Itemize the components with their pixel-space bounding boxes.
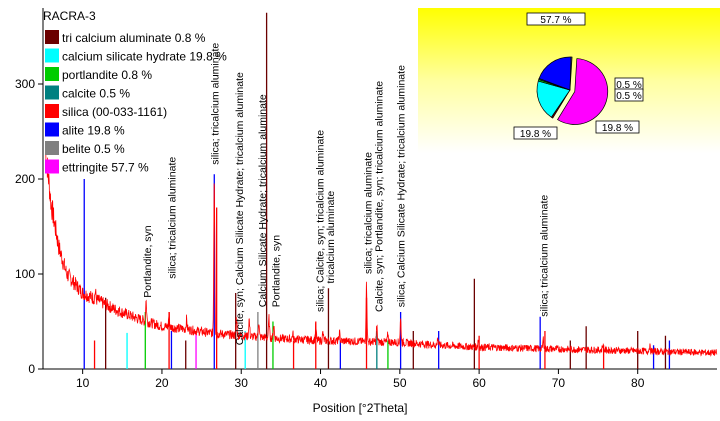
diffraction-pattern <box>45 145 718 357</box>
pie-slice <box>557 58 609 125</box>
x-tick-label: 60 <box>472 376 486 390</box>
legend-label: calcium silicate hydrate 19.8 % <box>62 50 227 64</box>
x-tick-label: 40 <box>314 376 328 390</box>
pie-label: 19.8 % <box>520 129 551 140</box>
pie-slice <box>569 56 573 91</box>
x-tick-label: 80 <box>631 376 645 390</box>
peak-annotation: Calcite, syn; Calcium Silicate Hydrate; … <box>234 72 246 345</box>
y-tick-label: 100 <box>15 267 35 281</box>
legend-label: portlandite 0.8 % <box>62 68 152 82</box>
chart-title: RACRA-3 <box>43 9 96 23</box>
pie-slice <box>538 56 572 91</box>
legend-label: ettringite 57.7 % <box>62 161 149 175</box>
legend-swatch <box>45 48 59 63</box>
legend-label: belite 0.5 % <box>62 142 125 156</box>
peak-annotation: silica; Calcium Silicate Hydrate; trical… <box>396 65 408 307</box>
phase-pie-chart: 57.7 % 0.5 %0.5 % 19.8 % 19.8 % <box>513 12 644 140</box>
pie-label-box <box>614 88 644 102</box>
legend-swatch <box>45 85 59 100</box>
legend-label: silica (00-033-1161) <box>62 105 167 119</box>
x-tick-label: 50 <box>393 376 407 390</box>
legend-label: tri calcium aluminate 0.8 % <box>62 31 206 45</box>
pie-label-box <box>513 126 558 140</box>
pie-label: 0.5 % <box>616 91 642 102</box>
peak-annotation: silica; tricalcium aluminate <box>209 43 221 165</box>
legend-swatch <box>45 104 59 118</box>
peak-annotation: tricalcium aluminate <box>325 191 337 284</box>
peak-annotation: silica; tricalcium aluminate <box>166 157 178 279</box>
x-tick-label: 30 <box>235 376 249 390</box>
peak-annotation: silica; Calcite, syn; tricalcium alumina… <box>315 130 327 312</box>
x-tick-label: 10 <box>76 376 90 390</box>
legend: tri calcium aluminate 0.8 % calcium silic… <box>45 30 227 175</box>
pie-label: 57.7 % <box>540 15 571 26</box>
legend-swatch <box>45 141 59 155</box>
pattern-line <box>45 145 718 357</box>
pie-label-box <box>595 120 640 134</box>
peak-annotation: silica; tricalcium aluminate <box>538 195 550 317</box>
y-tick-label: 200 <box>15 172 35 186</box>
peak-annotation: Portlandite, syn <box>270 235 282 308</box>
legend-label: calcite 0.5 % <box>62 87 130 101</box>
y-tick-label: 300 <box>15 77 35 91</box>
legend-swatch <box>45 30 59 44</box>
peak-annotation: Portlandite, syn <box>142 225 154 298</box>
pie-label: 0.5 % <box>616 80 642 91</box>
legend-swatch <box>45 159 59 174</box>
y-tick-label: 0 <box>28 362 35 376</box>
peak-annotation: Calcite, syn; Portlandite, syn; tricalci… <box>373 81 385 312</box>
peak-annotation: silica; tricalcium aluminate <box>362 152 374 274</box>
legend-label: alite 19.8 % <box>62 124 125 138</box>
axes: 10 20 30 40 50 60 70 80 0 100 200 300 <box>15 8 717 390</box>
peak-annotation: Calcium Silicate Hydrate; tricalcium alu… <box>257 94 269 307</box>
legend-swatch <box>45 122 59 137</box>
x-tick-label: 20 <box>155 376 169 390</box>
x-axis-label: Position [°2Theta] <box>313 401 408 415</box>
x-tick-label: 70 <box>552 376 566 390</box>
pie-label: 19.8 % <box>602 123 633 134</box>
legend-swatch <box>45 67 59 81</box>
pie-slice <box>536 80 571 118</box>
peak-annotations: Portlandite, syn silica; tricalcium alumi… <box>142 43 550 346</box>
pie-label-box <box>526 12 586 26</box>
